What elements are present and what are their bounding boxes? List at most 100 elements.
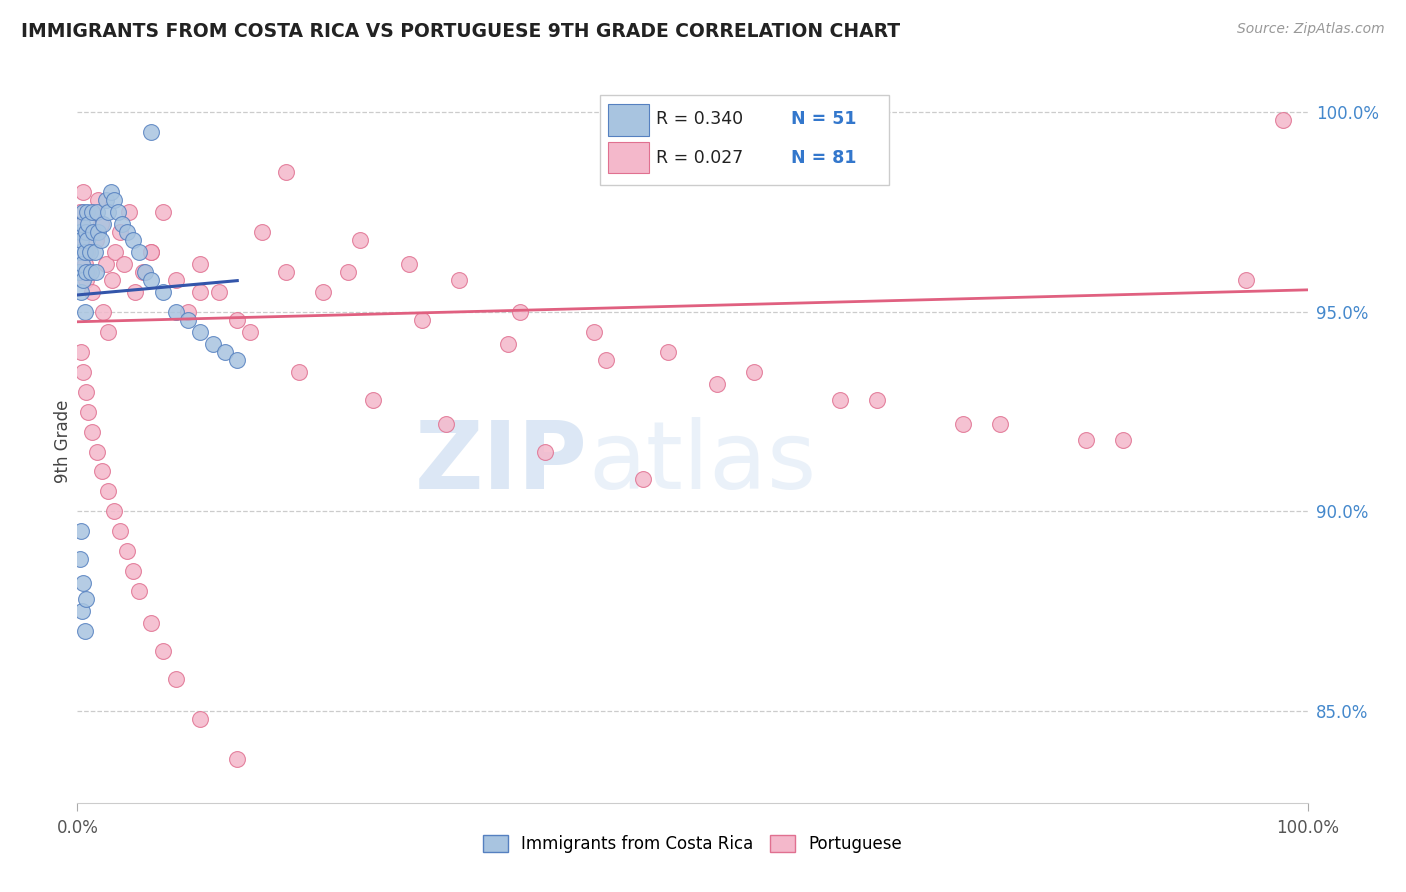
Point <box>115 544 138 558</box>
Point <box>69 205 91 219</box>
Point <box>830 392 852 407</box>
Point <box>94 257 117 271</box>
Point <box>447 273 470 287</box>
Point <box>349 233 371 247</box>
Point <box>69 244 91 259</box>
Point <box>86 444 108 458</box>
Point <box>76 205 98 219</box>
Text: IMMIGRANTS FROM COSTA RICA VS PORTUGUESE 9TH GRADE CORRELATION CHART: IMMIGRANTS FROM COSTA RICA VS PORTUGUESE… <box>21 22 900 41</box>
Point <box>110 225 132 239</box>
Point <box>583 325 606 339</box>
Point <box>496 336 519 351</box>
Point <box>72 273 94 287</box>
Text: R = 0.340: R = 0.340 <box>655 110 742 128</box>
Point <box>80 265 103 279</box>
Point <box>73 257 96 271</box>
Point <box>75 225 97 239</box>
Text: atlas: atlas <box>588 417 815 509</box>
Point <box>131 265 153 279</box>
Point <box>188 325 212 339</box>
Point <box>91 305 114 319</box>
Point <box>276 165 298 179</box>
Text: Source: ZipAtlas.com: Source: ZipAtlas.com <box>1237 22 1385 37</box>
Text: ZIP: ZIP <box>415 417 588 509</box>
Point <box>82 285 104 299</box>
Point <box>152 285 174 299</box>
Point <box>152 644 174 658</box>
Point <box>84 233 107 247</box>
Point <box>165 672 187 686</box>
Point <box>75 384 97 399</box>
Point <box>73 244 96 259</box>
Point <box>70 257 93 271</box>
Point <box>121 233 143 247</box>
Point <box>276 265 298 279</box>
Point <box>288 365 311 379</box>
Point <box>436 417 458 431</box>
Point <box>657 344 679 359</box>
Text: N = 81: N = 81 <box>792 149 856 167</box>
Point <box>76 233 98 247</box>
Point <box>250 225 273 239</box>
Point <box>79 244 101 259</box>
Point <box>75 265 97 279</box>
Point <box>82 225 104 239</box>
Point <box>70 217 93 231</box>
Point <box>188 285 212 299</box>
Point <box>72 185 94 199</box>
Point <box>118 205 141 219</box>
Point <box>115 225 138 239</box>
Point <box>82 205 104 219</box>
Point <box>76 244 98 259</box>
Point <box>82 425 104 439</box>
Point <box>104 244 127 259</box>
Point <box>87 193 110 207</box>
Point <box>509 305 531 319</box>
Point <box>226 752 249 766</box>
Point <box>69 225 91 239</box>
Point <box>70 344 93 359</box>
FancyBboxPatch shape <box>607 142 650 173</box>
Point <box>70 233 93 247</box>
Point <box>86 205 108 219</box>
Point <box>121 564 143 578</box>
Point <box>90 217 112 231</box>
Point <box>110 524 132 539</box>
Point <box>188 712 212 726</box>
Point <box>75 273 97 287</box>
Point <box>97 205 120 219</box>
Point <box>141 616 163 631</box>
Point <box>134 265 156 279</box>
Point <box>952 417 974 431</box>
Point <box>128 244 150 259</box>
Point <box>534 444 557 458</box>
Point <box>70 217 93 231</box>
Point <box>79 225 101 239</box>
Point <box>87 225 110 239</box>
FancyBboxPatch shape <box>600 95 890 185</box>
Point <box>112 257 135 271</box>
Point <box>411 313 433 327</box>
Point <box>97 484 120 499</box>
Point <box>398 257 420 271</box>
Point <box>77 404 100 418</box>
Point <box>141 273 163 287</box>
Point <box>141 244 163 259</box>
Point <box>706 376 728 391</box>
Point <box>239 325 262 339</box>
Point <box>1112 433 1135 447</box>
Point <box>188 257 212 271</box>
Point <box>70 233 93 247</box>
Point <box>633 473 655 487</box>
Point <box>84 265 107 279</box>
Point <box>208 285 231 299</box>
Point <box>165 305 187 319</box>
Point <box>73 624 96 639</box>
Legend: Immigrants from Costa Rica, Portuguese: Immigrants from Costa Rica, Portuguese <box>477 828 908 860</box>
Y-axis label: 9th Grade: 9th Grade <box>53 400 72 483</box>
Point <box>595 352 617 367</box>
Text: N = 51: N = 51 <box>792 110 856 128</box>
Point <box>124 285 146 299</box>
Point <box>226 313 249 327</box>
Point <box>141 125 163 139</box>
